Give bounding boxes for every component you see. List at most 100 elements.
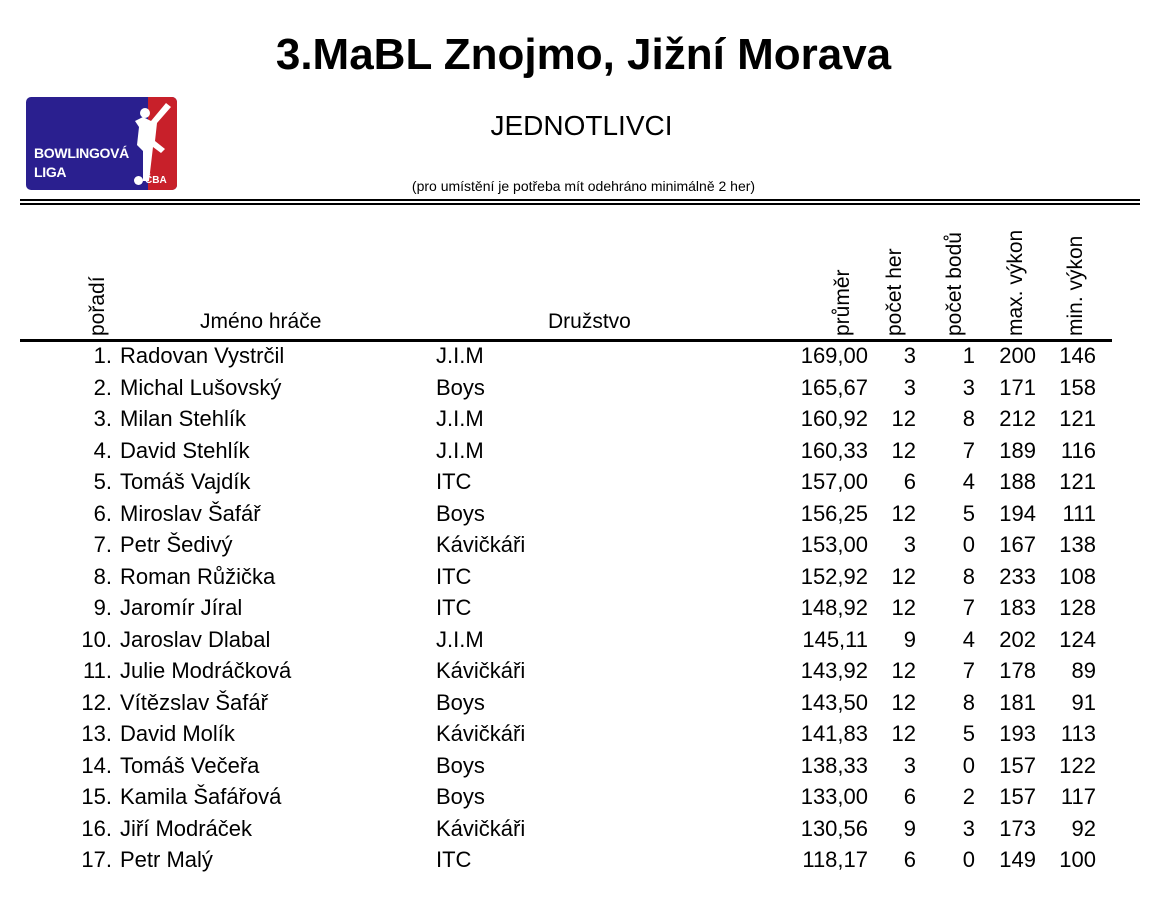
team-cell: J.I.M bbox=[436, 343, 484, 368]
team-cell: Boys bbox=[436, 500, 485, 526]
rank-cell: 10. bbox=[81, 626, 112, 652]
min-score-cell: 121 bbox=[1059, 406, 1096, 431]
rank-cell: 17. bbox=[81, 847, 112, 872]
min-score-cell: 124 bbox=[1059, 626, 1096, 652]
player-name-cell: Vítězslav Šafář bbox=[120, 689, 268, 715]
team-cell: Kávičkáři bbox=[436, 721, 526, 746]
games-cell: 3 bbox=[903, 532, 916, 557]
rank-cell: 9. bbox=[93, 595, 112, 620]
min-score-cell: 92 bbox=[1071, 815, 1096, 841]
points-cell: 5 bbox=[962, 721, 975, 746]
player-name-cell: Milan Stehlík bbox=[120, 406, 246, 431]
average-cell: 141,83 bbox=[800, 721, 868, 746]
min-score-cell: 113 bbox=[1060, 721, 1096, 746]
max-score-cell: 183 bbox=[999, 595, 1036, 620]
table-row: 15. Kamila Šafářová Boys 133,00 6 2 157 117 bbox=[0, 784, 1167, 815]
games-cell: 12 bbox=[891, 689, 916, 715]
average-cell: 152,92 bbox=[800, 563, 868, 589]
rank-cell: 2. bbox=[93, 374, 112, 400]
header-rank: pořadí bbox=[86, 276, 109, 336]
table-row: 11. Julie Modráčková Kávičkáři 143,92 12 7 178… bbox=[0, 658, 1167, 689]
min-score-cell: 116 bbox=[1060, 437, 1096, 463]
min-score-cell: 121 bbox=[1059, 469, 1096, 494]
team-cell: Boys bbox=[436, 689, 485, 715]
team-cell: Boys bbox=[436, 784, 485, 809]
rank-cell: 14. bbox=[81, 752, 112, 778]
min-score-cell: 111 bbox=[1062, 500, 1096, 526]
points-cell: 7 bbox=[962, 658, 975, 683]
max-score-cell: 173 bbox=[999, 815, 1036, 841]
divider bbox=[20, 203, 1140, 205]
average-cell: 157,00 bbox=[800, 469, 868, 494]
header-points: počet bodů bbox=[943, 232, 966, 336]
points-cell: 0 bbox=[962, 752, 975, 778]
points-cell: 4 bbox=[962, 626, 975, 652]
points-cell: 0 bbox=[962, 532, 975, 557]
rank-cell: 5. bbox=[93, 469, 112, 494]
page-title: 3.MaBL Znojmo, Jižní Morava bbox=[275, 30, 892, 79]
points-cell: 7 bbox=[962, 595, 975, 620]
average-cell: 130,56 bbox=[800, 815, 868, 841]
max-score-cell: 193 bbox=[999, 721, 1036, 746]
logo-text-line2: LIGA bbox=[34, 164, 67, 180]
average-cell: 160,92 bbox=[800, 406, 868, 431]
header-team: Družstvo bbox=[548, 310, 631, 333]
max-score-cell: 212 bbox=[999, 406, 1036, 431]
games-cell: 12 bbox=[891, 406, 916, 431]
table-row: 1. Radovan Vystrčil J.I.M 169,00 3 1 200 146 bbox=[0, 343, 1167, 374]
player-name-cell: David Molík bbox=[120, 721, 235, 746]
max-score-cell: 149 bbox=[999, 847, 1036, 872]
team-cell: ITC bbox=[436, 563, 472, 589]
table-row: 14. Tomáš Večeřa Boys 138,33 3 0 157 122 bbox=[0, 753, 1167, 784]
player-name-cell: Michal Lušovský bbox=[120, 374, 282, 400]
max-score-cell: 189 bbox=[999, 437, 1036, 463]
player-name-cell: Kamila Šafářová bbox=[120, 784, 282, 809]
average-cell: 133,00 bbox=[800, 784, 868, 809]
points-cell: 5 bbox=[962, 500, 975, 526]
table-row: 8. Roman Růžička ITC 152,92 12 8 233 108 bbox=[0, 564, 1167, 595]
average-cell: 118,17 bbox=[802, 847, 868, 872]
table-row: 4. David Stehlík J.I.M 160,33 12 7 189 116 bbox=[0, 438, 1167, 469]
min-score-cell: 117 bbox=[1060, 784, 1096, 809]
rank-cell: 16. bbox=[81, 815, 112, 841]
player-name-cell: Roman Růžička bbox=[120, 563, 276, 589]
player-name-cell: Jaroslav Dlabal bbox=[120, 626, 271, 652]
max-score-cell: 167 bbox=[999, 532, 1036, 557]
header-min: min. výkon bbox=[1064, 235, 1087, 336]
games-cell: 6 bbox=[903, 469, 916, 494]
team-cell: Boys bbox=[436, 374, 485, 400]
qualification-note: (pro umístění je potřeba mít odehráno mi… bbox=[411, 178, 756, 194]
table-row: 5. Tomáš Vajdík ITC 157,00 6 4 188 121 bbox=[0, 469, 1167, 500]
player-name-cell: Julie Modráčková bbox=[120, 658, 292, 683]
points-cell: 0 bbox=[962, 847, 975, 872]
min-score-cell: 108 bbox=[1059, 563, 1096, 589]
games-cell: 12 bbox=[891, 721, 916, 746]
average-cell: 145,11 bbox=[802, 626, 868, 652]
max-score-cell: 202 bbox=[999, 626, 1036, 652]
player-name-cell: Jaromír Jíral bbox=[120, 595, 243, 620]
team-cell: ITC bbox=[436, 469, 472, 494]
table-row: 16. Jiří Modráček Kávičkáři 130,56 9 3 173 92 bbox=[0, 816, 1167, 847]
table-row: 6. Miroslav Šafář Boys 156,25 12 5 194 111 bbox=[0, 501, 1167, 532]
header-name: Jméno hráče bbox=[200, 310, 322, 333]
table-row: 2. Michal Lušovský Boys 165,67 3 3 171 158 bbox=[0, 375, 1167, 406]
average-cell: 148,92 bbox=[800, 595, 868, 620]
team-cell: J.I.M bbox=[436, 406, 484, 431]
bowling-league-logo: BOWLINGOVÁ LIGA ČBA bbox=[26, 97, 177, 190]
rank-cell: 15. bbox=[81, 784, 112, 809]
team-cell: Kávičkáři bbox=[436, 532, 526, 557]
average-cell: 165,67 bbox=[800, 374, 868, 400]
table-row: 3. Milan Stehlík J.I.M 160,92 12 8 212 121 bbox=[0, 406, 1167, 437]
player-name-cell: Petr Šedivý bbox=[120, 532, 233, 557]
logo-badge: ČBA bbox=[145, 175, 167, 186]
team-cell: Kávičkáři bbox=[436, 815, 526, 841]
average-cell: 153,00 bbox=[800, 532, 868, 557]
page-subtitle: JEDNOTLIVCI bbox=[490, 110, 673, 141]
max-score-cell: 188 bbox=[999, 469, 1036, 494]
team-cell: Kávičkáři bbox=[436, 658, 526, 683]
points-cell: 1 bbox=[962, 343, 975, 368]
average-cell: 143,50 bbox=[800, 689, 868, 715]
max-score-cell: 181 bbox=[999, 689, 1036, 715]
header-average: průměr bbox=[831, 269, 854, 336]
games-cell: 6 bbox=[903, 784, 916, 809]
